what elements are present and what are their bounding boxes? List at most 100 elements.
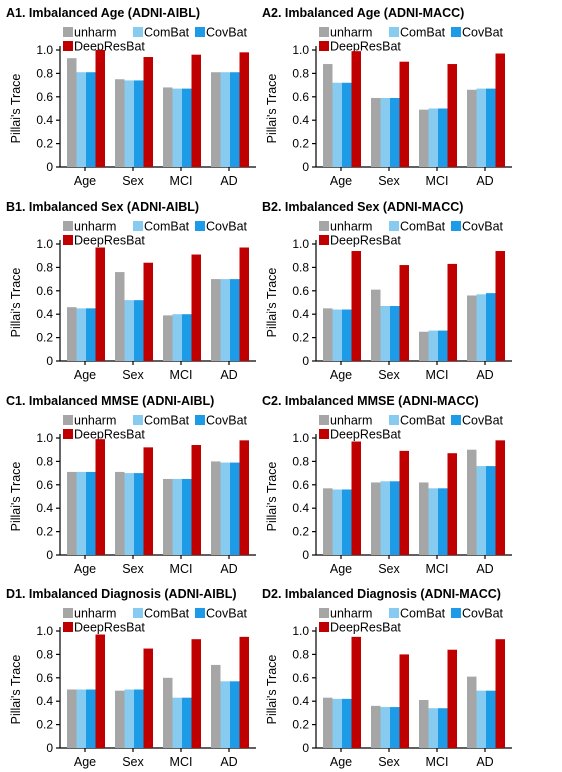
y-tick-label: 0.2: [36, 718, 53, 732]
x-tick-label-mci: MCI: [426, 368, 449, 382]
bar-combat-sex: [380, 97, 390, 167]
y-axis-label: Pillai's Trace: [265, 268, 279, 338]
bar-unharm-mci: [419, 109, 429, 167]
x-tick-label-mci: MCI: [170, 174, 193, 188]
bar-unharm-sex: [115, 690, 125, 748]
bar-covbat-mci: [438, 108, 448, 167]
bar-covbat-age: [86, 72, 96, 167]
bar-combat-age: [76, 689, 86, 748]
bar-covbat-age: [86, 471, 96, 555]
bar-combat-mci: [172, 314, 182, 361]
bar-unharm-sex: [371, 97, 381, 167]
bar-deepresbat-mci: [447, 64, 457, 167]
bar-unharm-age: [323, 308, 333, 361]
legend-swatch-combat: [389, 221, 399, 231]
legend-label-combat: ComBat: [400, 26, 446, 40]
bar-unharm-mci: [419, 700, 429, 748]
bar-combat-age: [332, 82, 342, 167]
bar-deepresbat-mci: [191, 639, 201, 748]
chart-title: C1. Imbalanced MMSE (ADNI-AIBL): [6, 394, 214, 408]
x-tick-label-age: Age: [74, 368, 96, 382]
bar-covbat-sex: [390, 707, 400, 748]
bar-deepresbat-ad: [239, 247, 249, 361]
legend-label-combat: ComBat: [144, 26, 190, 40]
x-tick-label-sex: Sex: [378, 368, 400, 382]
legend-swatch-unharm: [63, 415, 73, 425]
y-tick-label: 0: [46, 548, 53, 562]
bar-deepresbat-age: [351, 636, 361, 748]
bar-covbat-sex: [390, 97, 400, 167]
y-tick-label: 0: [46, 741, 53, 755]
bar-deepresbat-mci: [191, 54, 201, 167]
y-axis-label: Pillai's Trace: [9, 462, 23, 532]
legend-label-deepresbat: DeepResBat: [74, 621, 145, 635]
bar-combat-mci: [172, 697, 182, 748]
y-tick-label: 1.0: [36, 237, 53, 251]
y-tick-label: 0.8: [292, 647, 309, 661]
y-tick-label: 0.6: [292, 90, 309, 104]
legend-label-deepresbat: DeepResBat: [74, 234, 145, 248]
x-tick-label-sex: Sex: [122, 562, 144, 576]
bar-deepresbat-sex: [399, 654, 409, 748]
y-tick-label: 0.2: [292, 331, 309, 345]
x-tick-label-ad: AD: [220, 562, 237, 576]
bar-covbat-ad: [230, 279, 240, 361]
legend-swatch-combat: [389, 608, 399, 618]
y-tick-label: 0: [302, 548, 309, 562]
legend-swatch-deepresbat: [319, 41, 329, 51]
x-tick-label-ad: AD: [476, 174, 493, 188]
x-tick-label-ad: AD: [476, 368, 493, 382]
bar-deepresbat-ad: [239, 636, 249, 748]
x-tick-label-age: Age: [74, 755, 96, 769]
legend-swatch-deepresbat: [319, 235, 329, 245]
legend-label-covbat: CovBat: [462, 414, 504, 428]
y-tick-label: 0.6: [36, 90, 53, 104]
bar-combat-mci: [172, 88, 182, 167]
bar-unharm-age: [67, 307, 77, 361]
bar-unharm-sex: [371, 705, 381, 748]
bar-covbat-mci: [438, 330, 448, 361]
bar-unharm-age: [67, 58, 77, 167]
y-tick-label: 0.8: [36, 454, 53, 468]
bar-deepresbat-ad: [239, 52, 249, 168]
legend-swatch-combat: [389, 27, 399, 37]
y-tick-label: 0.2: [292, 525, 309, 539]
bar-combat-sex: [124, 473, 134, 555]
legend-label-covbat: CovBat: [462, 607, 504, 621]
x-tick-label-sex: Sex: [378, 562, 400, 576]
bar-deepresbat-sex: [143, 262, 153, 361]
x-tick-label-sex: Sex: [122, 755, 144, 769]
bar-unharm-sex: [371, 482, 381, 555]
legend-label-combat: ComBat: [144, 414, 190, 428]
bar-combat-ad: [476, 294, 486, 361]
legend-swatch-combat: [133, 415, 143, 425]
legend-label-unharm: unharm: [330, 26, 372, 40]
bar-deepresbat-ad: [495, 440, 505, 555]
legend-swatch-deepresbat: [63, 429, 73, 439]
x-tick-label-mci: MCI: [170, 755, 193, 769]
y-tick-label: 0: [302, 160, 309, 174]
legend-swatch-unharm: [63, 27, 73, 37]
bar-covbat-sex: [134, 300, 144, 361]
bar-covbat-mci: [182, 697, 192, 748]
bar-unharm-ad: [211, 72, 221, 167]
bar-covbat-mci: [182, 314, 192, 361]
y-tick-label: 0.6: [292, 284, 309, 298]
bar-deepresbat-age: [351, 51, 361, 167]
bar-covbat-age: [342, 309, 352, 361]
bar-deepresbat-sex: [399, 265, 409, 361]
y-tick-label: 0: [46, 160, 53, 174]
legend-label-unharm: unharm: [74, 414, 116, 428]
bar-combat-sex: [124, 689, 134, 748]
legend-swatch-unharm: [319, 415, 329, 425]
bar-unharm-ad: [467, 676, 477, 748]
legend-label-unharm: unharm: [74, 607, 116, 621]
bar-unharm-ad: [467, 89, 477, 167]
bar-covbat-sex: [390, 306, 400, 361]
legend-label-unharm: unharm: [74, 26, 116, 40]
bar-deepresbat-ad: [495, 53, 505, 168]
bar-deepresbat-age: [95, 634, 105, 748]
chart-title: C2. Imbalanced MMSE (ADNI-MACC): [262, 394, 479, 408]
bar-combat-age: [332, 309, 342, 361]
y-tick-label: 0.4: [36, 307, 53, 321]
